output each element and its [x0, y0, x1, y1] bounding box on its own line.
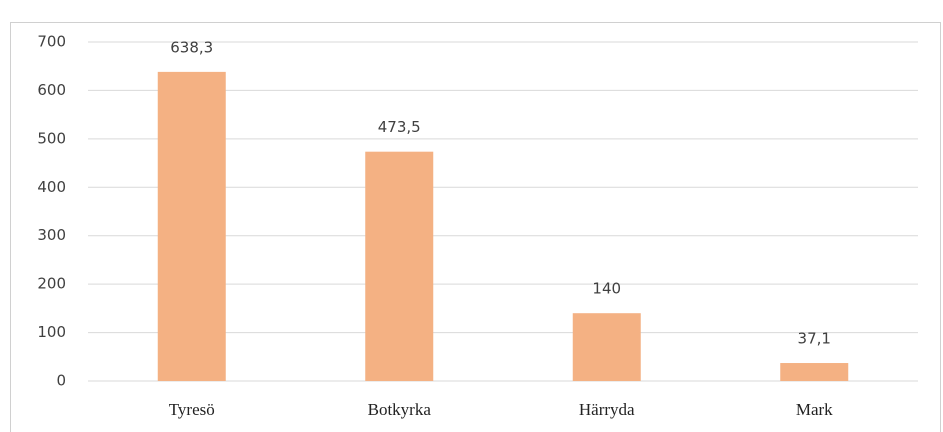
y-tick-label: 300 [37, 226, 66, 244]
y-tick-label: 400 [37, 178, 66, 196]
bar [157, 71, 226, 381]
x-tick-label: Botkyrka [368, 400, 432, 419]
y-tick-label: 500 [37, 129, 66, 147]
y-tick-label: 600 [37, 81, 66, 99]
x-tick-label: Härryda [579, 400, 635, 419]
bar [780, 363, 849, 381]
data-label: 638,3 [170, 38, 213, 56]
y-tick-label: 700 [37, 33, 66, 51]
x-tick-label: Tyresö [169, 400, 215, 419]
y-tick-label: 0 [56, 372, 66, 390]
data-label: 140 [592, 280, 621, 298]
data-label: 473,5 [378, 118, 421, 136]
y-tick-label: 100 [37, 323, 66, 341]
data-label: 37,1 [798, 330, 831, 348]
bar [365, 151, 434, 381]
x-tick-label: Mark [796, 400, 833, 419]
bar [572, 313, 641, 381]
y-tick-label: 200 [37, 275, 66, 293]
